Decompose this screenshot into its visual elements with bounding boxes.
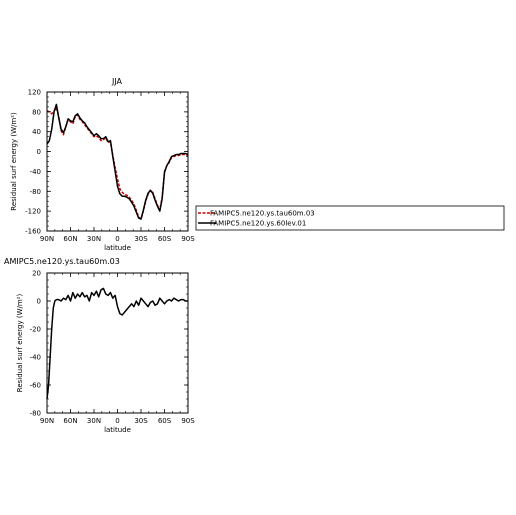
x-tick-label: 30S (134, 417, 148, 425)
bottom-panel-frame (46, 272, 189, 414)
x-tick-label: 90S (181, 235, 195, 243)
top-panel-frame (46, 91, 189, 232)
x-tick-label: 60N (63, 417, 77, 425)
x-tick-label: 0 (115, 235, 119, 243)
x-tick-label: 30S (134, 235, 148, 243)
x-tick-label: 90N (40, 417, 54, 425)
x-tick-label: 90N (40, 235, 54, 243)
x-tick-label: 60S (158, 417, 172, 425)
legend-box (195, 205, 505, 231)
x-tick-label: 90S (181, 417, 195, 425)
x-tick-label: 0 (115, 417, 119, 425)
y-tick-label: -120 (25, 208, 41, 216)
legend-label-series-1: FAMIPC5.ne120.ys.tau60m.03 (210, 210, 315, 218)
y-tick-label: -20 (30, 326, 41, 334)
top-panel-series (46, 103, 189, 220)
bottom-panel-x-axis-label: latitude (104, 426, 131, 434)
x-tick-label: 60N (63, 235, 77, 243)
y-tick-label: 80 (32, 108, 41, 116)
y-tick-label: 20 (32, 270, 41, 278)
bottom-panel-ticks: 90N 60N 30N 0 30S 60S 90S -80 -60 -40 -20 0 20 (30, 270, 196, 426)
top-panel-title: JJA (111, 77, 123, 86)
x-tick-label: 60S (158, 235, 172, 243)
x-tick-label: 30N (87, 417, 101, 425)
top-panel-y-axis-label: Residual surf energy (W/m²) (10, 112, 18, 211)
bottom-panel-title: AMIPC5.ne120.ys.tau60m.03 (4, 257, 120, 266)
y-tick-label: 0 (37, 148, 41, 156)
y-tick-label: 120 (28, 89, 41, 97)
y-tick-label: -80 (30, 410, 41, 418)
y-tick-label: -40 (30, 168, 41, 176)
series-line-1 (46, 107, 189, 220)
y-tick-label: -40 (30, 354, 41, 362)
legend: FAMIPC5.ne120.ys.tau60m.03 FAMIPC5.ne120… (195, 205, 505, 231)
y-tick-label: -80 (30, 188, 41, 196)
top-panel-x-axis-label: latitude (104, 244, 131, 252)
bottom-panel-series (46, 287, 188, 400)
y-tick-label: -160 (25, 228, 41, 236)
y-tick-label: 0 (37, 298, 41, 306)
series-line-1 (46, 287, 188, 400)
bottom-panel-y-axis-label: Residual surf energy (W/m²) (16, 294, 24, 393)
series-line-2 (46, 103, 189, 220)
bottom-panel: AMIPC5.ne120.ys.tau60m.03 Residual surf … (4, 257, 195, 434)
y-tick-label: 40 (32, 128, 41, 136)
x-tick-label: 30N (87, 235, 101, 243)
y-tick-label: -60 (30, 382, 41, 390)
legend-label-series-2: FAMIPC5.ne120.ys.60lev.01 (210, 220, 306, 228)
top-panel: JJA Residual surf energy (W/m²) latitude… (10, 77, 195, 252)
top-panel-ticks: 90N 60N 30N 0 30S 60S 90S -160 -120 -80 -40 0 40 80 12… (25, 89, 195, 244)
